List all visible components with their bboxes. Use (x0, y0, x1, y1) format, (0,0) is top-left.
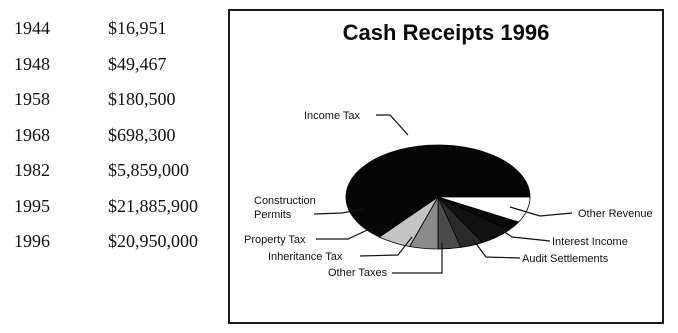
year-cell: 1944 (14, 18, 50, 38)
year-cell: 1982 (14, 160, 50, 180)
slice-label: Permits (254, 209, 292, 221)
slice-label: Audit Settlements (522, 253, 609, 265)
cash-receipts-chart: Cash Receipts 1996 Income Tax Other Reven… (228, 9, 664, 324)
amount-cell: $5,859,000 (108, 160, 189, 180)
pie-chart: Income Tax Other Revenue Interest Income Au… (244, 110, 653, 279)
year-cell: 1995 (14, 195, 50, 216)
leader-line (499, 228, 551, 242)
amount-cell: $20,950,000 (108, 231, 198, 251)
amount-cell: $21,885,900 (108, 195, 198, 216)
chart-title: Cash Receipts 1996 (342, 20, 550, 45)
pie-slice-income-tax (345, 144, 531, 238)
slice-label: Inheritance Tax (268, 251, 343, 263)
slice-label: Other Revenue (578, 208, 653, 220)
slice-label: Other Taxes (328, 267, 388, 279)
leader-line (473, 240, 521, 259)
slice-label: Property Tax (244, 234, 306, 246)
year-cell: 1968 (14, 124, 50, 145)
leader-line (313, 208, 365, 215)
slice-label: Income Tax (304, 110, 361, 122)
year-cell: 1958 (14, 89, 50, 109)
amount-cell: $698,300 (108, 124, 176, 145)
slice-label: Construction (254, 195, 316, 207)
leader-line (392, 243, 443, 274)
leader-line (316, 224, 379, 240)
year-cell: 1996 (14, 231, 50, 251)
amount-cell: $49,467 (108, 53, 167, 74)
leader-line (509, 206, 573, 217)
slice-label: Interest Income (552, 236, 628, 248)
pie-slice-construction-permits (378, 196, 439, 247)
amount-cell: $180,500 (108, 89, 176, 109)
year-cell: 1948 (14, 53, 50, 74)
amount-cell: $16,951 (108, 18, 167, 38)
leader-line (359, 236, 413, 257)
leader-line (376, 114, 409, 136)
